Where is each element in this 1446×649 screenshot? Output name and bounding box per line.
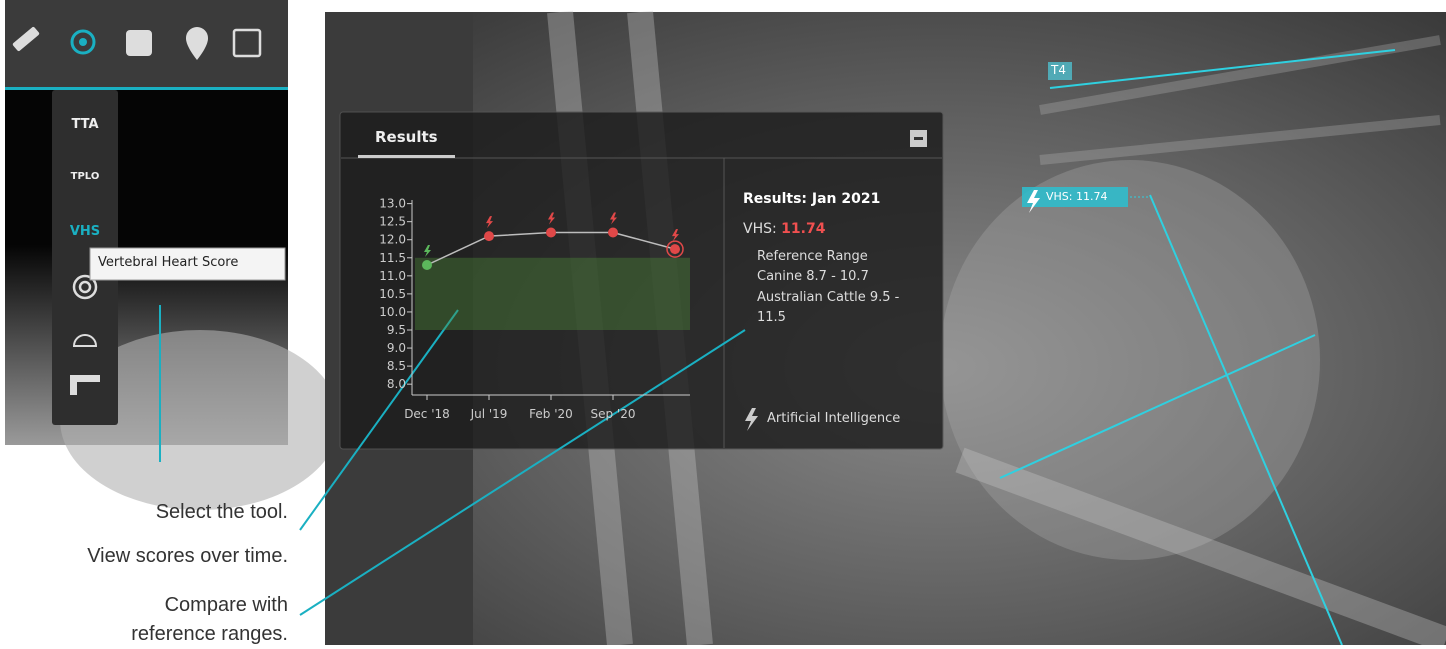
y-tick-label: 11.0 [379, 269, 406, 283]
short-axis [999, 334, 1316, 479]
vhs-label-box [1022, 187, 1128, 207]
results-heading: Results: Jan 2021 [743, 191, 881, 207]
y-tick-label: 12.5 [379, 215, 406, 229]
ai-marker [672, 229, 679, 242]
y-tick-label: 9.0 [387, 341, 406, 355]
reference-band [415, 257, 690, 330]
x-tick-label: Dec '18 [404, 407, 450, 421]
tooltip: Vertebral Heart Score [98, 255, 239, 270]
y-tick-label: 12.0 [379, 233, 406, 247]
results-tab[interactable]: Results [375, 128, 438, 146]
data-point [670, 244, 680, 255]
vhs-icon-dot [79, 38, 87, 46]
square-icon[interactable] [70, 375, 100, 395]
score-row: VHS: 11.74 [743, 221, 825, 237]
y-tick-label: 8.0 [387, 377, 406, 391]
x-tick-label: Feb '20 [529, 407, 573, 421]
x-tick-label: Jul '19 [470, 407, 508, 421]
tooltip-box [89, 247, 286, 281]
y-tick-label: 9.5 [387, 323, 406, 337]
reference: Canine 8.7 - 10.7 [757, 269, 869, 284]
tool-menu [52, 90, 118, 425]
y-tick-label: 8.5 [387, 359, 406, 373]
callout-line [299, 309, 459, 531]
data-point [422, 260, 432, 270]
reference: Australian Cattle 9.5 - 11.5 [757, 290, 900, 325]
ai-marker [486, 216, 493, 229]
t4-line [1049, 49, 1396, 89]
score-value: 11.74 [781, 221, 826, 237]
pin-icon[interactable] [186, 27, 208, 60]
grid-icon[interactable] [126, 30, 152, 56]
xray-shape [60, 330, 340, 510]
long-axis [1149, 194, 1343, 645]
data-point [484, 231, 494, 242]
caption: View scores over time. [87, 545, 288, 567]
t4-label: T4 [1051, 63, 1066, 77]
toolbar-accent [5, 87, 288, 90]
text-icon[interactable] [232, 28, 262, 58]
results-panel [339, 111, 944, 450]
ai-icon [745, 408, 758, 431]
ai-icon [1027, 190, 1040, 213]
reference-title: Reference Range [757, 249, 868, 264]
ai-marker [424, 245, 431, 257]
x-tick-label: Sep '20 [591, 407, 636, 421]
vhs-label: VHS: 11.74 [1046, 190, 1108, 203]
vhs-icon[interactable] [70, 29, 96, 55]
menu-item[interactable]: TPLO [70, 171, 100, 182]
target-icon-inner [78, 280, 92, 294]
data-point [608, 227, 618, 238]
y-tick-label: 10.0 [379, 305, 406, 319]
minimize-glyph [914, 137, 923, 140]
point-ring [666, 240, 684, 258]
angle-icon[interactable] [72, 334, 98, 347]
callout-line [299, 329, 746, 616]
menu-item[interactable]: VHS [69, 224, 101, 239]
score-label: VHS: [743, 221, 777, 237]
t4-label-box [1048, 62, 1072, 80]
y-tick-label: 13.0 [379, 197, 406, 211]
caption: Compare with reference ranges. [131, 594, 288, 645]
target-icon[interactable] [72, 274, 98, 300]
tab-underline [358, 155, 455, 158]
caption: Select the tool. [155, 501, 288, 523]
xray-heart [940, 160, 1320, 560]
data-point [546, 227, 556, 238]
menu-item[interactable]: TTA [71, 117, 99, 132]
ai-label: Artificial Intelligence [767, 411, 901, 426]
y-tick-label: 10.5 [379, 287, 406, 301]
ai-marker [610, 212, 617, 225]
ai-marker [548, 212, 555, 225]
y-tick-label: 11.5 [379, 251, 406, 265]
ruler-icon[interactable] [12, 26, 40, 52]
